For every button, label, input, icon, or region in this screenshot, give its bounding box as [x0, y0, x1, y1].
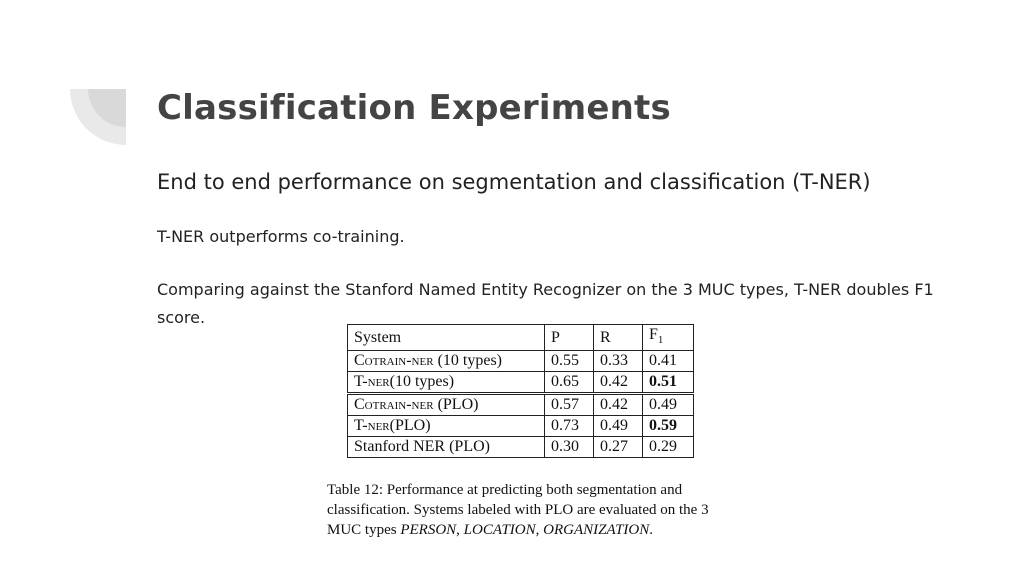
row-p: 0.30	[544, 436, 594, 459]
table-row: T-ner(10 types) 0.65 0.42 0.51	[347, 371, 694, 395]
slide-title: Classification Experiments	[157, 88, 671, 128]
slide-subtitle: End to end performance on segmentation a…	[157, 170, 871, 194]
row-r: 0.33	[593, 350, 643, 373]
header-system: System	[347, 323, 545, 352]
table-row: Cotrain-ner (PLO) 0.57 0.42 0.49	[347, 392, 694, 417]
row-system: T-ner(10 types)	[347, 371, 545, 395]
row-r: 0.42	[593, 371, 643, 395]
row-r: 0.27	[593, 436, 643, 459]
table-row: Stanford NER (PLO) 0.30 0.27 0.29	[347, 436, 694, 459]
point-cotraining: T-NER outperforms co-training.	[157, 227, 405, 246]
row-system: Cotrain-ner (10 types)	[347, 350, 545, 373]
header-precision: P	[544, 323, 594, 352]
header-recall: R	[593, 323, 643, 352]
row-f1: 0.51	[642, 371, 694, 395]
row-p: 0.57	[544, 392, 594, 417]
table-header-row: System P R F1	[347, 323, 694, 352]
row-r: 0.49	[593, 415, 643, 438]
row-p: 0.55	[544, 350, 594, 373]
row-f1: 0.41	[642, 350, 694, 373]
row-f1: 0.59	[642, 415, 694, 438]
results-table: System P R F1 Cotrain-ner (10 types) 0.5…	[347, 323, 694, 459]
row-f1: 0.49	[642, 392, 694, 417]
row-system: Cotrain-ner (PLO)	[347, 392, 545, 417]
row-p: 0.73	[544, 415, 594, 438]
table-row: Cotrain-ner (10 types) 0.55 0.33 0.41	[347, 350, 694, 373]
header-f1: F1	[642, 323, 694, 352]
row-f1: 0.29	[642, 436, 694, 459]
row-system: Stanford NER (PLO)	[347, 436, 545, 459]
point-stanford: Comparing against the Stanford Named Ent…	[157, 280, 934, 327]
table-row: T-ner(PLO) 0.73 0.49 0.59	[347, 415, 694, 438]
row-p: 0.65	[544, 371, 594, 395]
row-r: 0.42	[593, 392, 643, 417]
row-system: T-ner(PLO)	[347, 415, 545, 438]
corner-decoration	[70, 89, 126, 145]
table-caption: Table 12: Performance at predicting both…	[327, 482, 709, 538]
